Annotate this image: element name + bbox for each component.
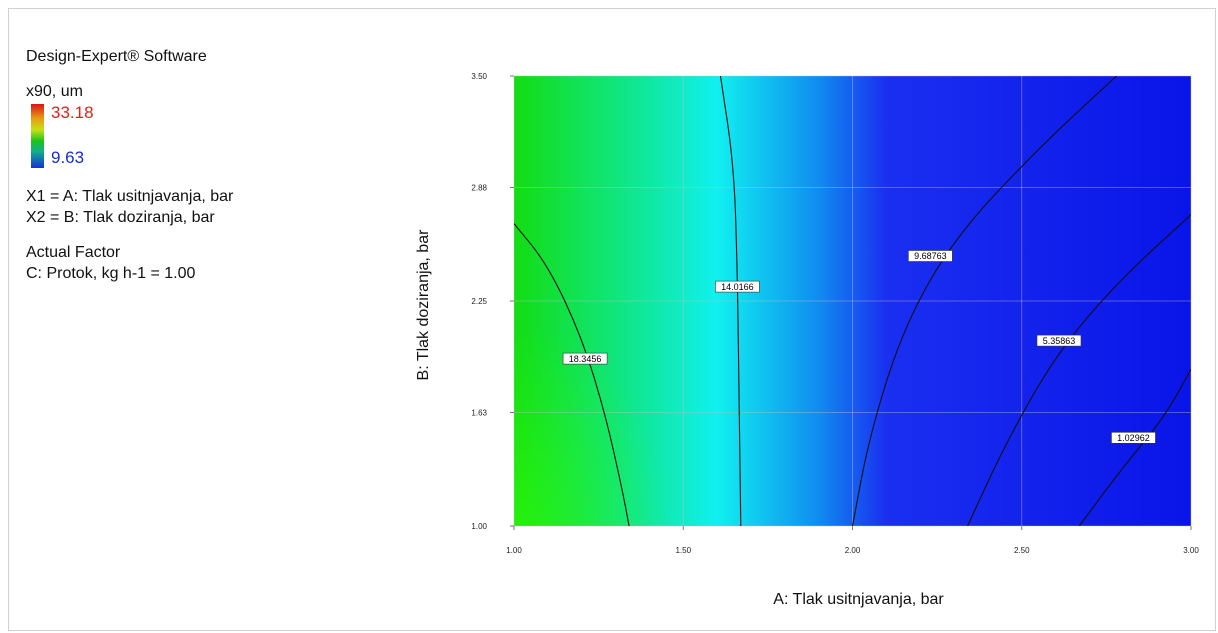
contour-label: 5.35863	[1043, 336, 1076, 346]
y-tick-label: 2.25	[471, 297, 487, 306]
x-tick-label: 2.50	[1014, 546, 1030, 555]
actual-factor-title: Actual Factor	[26, 244, 121, 261]
contour-line	[719, 76, 742, 526]
contour-label: 18.3456	[569, 354, 602, 364]
color-scale: 33.18 9.63	[26, 102, 233, 170]
x-tick-label: 1.00	[506, 546, 522, 555]
color-scale-bar	[31, 104, 44, 168]
x-tick-label: 2.00	[845, 546, 861, 555]
contour-labels: 18.3456 14.0166 9.68763 5.35863 1.02962	[562, 250, 1156, 444]
color-scale-min: 9.63	[51, 148, 85, 167]
y-tick-label: 3.50	[471, 72, 487, 81]
factor-x1: X1 = A: Tlak usitnjavanja, bar	[26, 188, 234, 205]
contour-line	[1078, 369, 1191, 526]
legend-panel: Design-Expert® Software x90, um 33.18 9.…	[26, 46, 233, 284]
actual-factor-value: C: Protok, kg h-1 = 1.00	[26, 265, 196, 282]
contour-label-box	[908, 250, 953, 262]
x-tick-label: 3.00	[1183, 546, 1199, 555]
contour-line	[851, 76, 1117, 526]
y-tick-label: 1.00	[471, 522, 487, 531]
y-axis-title: B: Tlak doziranja, bar	[415, 229, 432, 381]
software-title: Design-Expert® Software	[26, 48, 207, 65]
contour-label-box	[1036, 334, 1082, 347]
contour-label-box	[715, 280, 760, 293]
response-name: x90, um	[26, 83, 83, 100]
contour-label: 14.0166	[721, 282, 754, 292]
contour-lines	[514, 76, 1191, 526]
contour-line	[967, 214, 1191, 526]
color-scale-max: 33.18	[51, 103, 94, 122]
x-axis-title: A: Tlak usitnjavanja, bar	[773, 591, 944, 608]
y-tick-label: 1.63	[471, 409, 487, 418]
contour-label-box	[1111, 431, 1156, 444]
grid: 1.00 1.50 2.00 2.50 3.00 1.00 1.63 2.25 2.88 3.50	[471, 72, 1199, 555]
contour-label: 9.68763	[914, 251, 947, 261]
figure-frame	[8, 8, 1216, 631]
x-tick-label: 1.50	[675, 546, 691, 555]
contour-label: 1.02962	[1117, 433, 1150, 443]
factor-x2: X2 = B: Tlak doziranja, bar	[26, 209, 215, 226]
y-tick-label: 2.88	[471, 184, 487, 193]
contour-line	[514, 223, 630, 526]
contour-label-box	[562, 352, 608, 365]
